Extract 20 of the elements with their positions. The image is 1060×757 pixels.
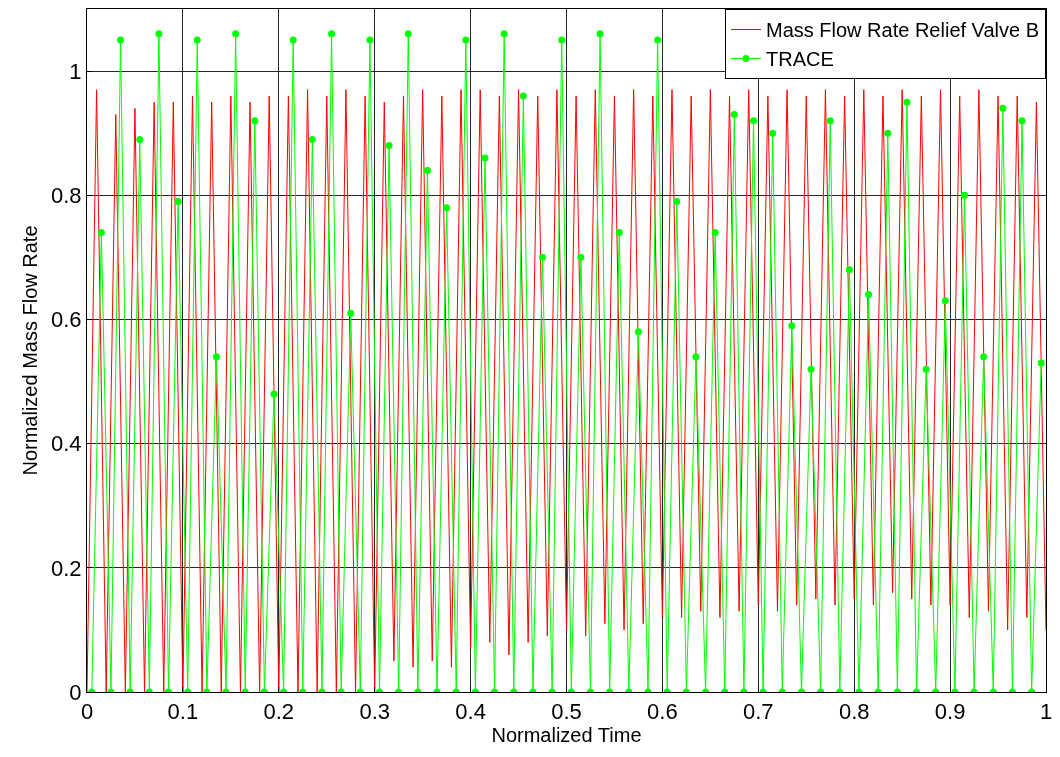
x-tick-label: 1 — [1039, 699, 1053, 725]
x-tick-label: 0.1 — [167, 699, 199, 725]
x-tick-label: 0.4 — [455, 699, 486, 725]
x-tick-label: 0.9 — [934, 699, 966, 725]
x-tick-label: 0.5 — [551, 699, 582, 725]
y-tick-label: 0.8 — [51, 182, 82, 208]
y-tick-label: 0.6 — [51, 307, 82, 333]
legend-label: TRACE — [766, 48, 834, 71]
x-axis-title: Normalized Time — [491, 724, 642, 747]
y-axis-title: Normalized Mass Flow Rate — [18, 225, 41, 476]
y-tick-label: 1 — [69, 58, 82, 84]
x-tick-label: 0.8 — [838, 699, 870, 725]
y-tick-label: 0.2 — [51, 555, 82, 581]
x-tick-label: 0.2 — [263, 699, 295, 725]
x-tick-label: 0.6 — [647, 699, 678, 725]
x-tick-label: 0.7 — [743, 699, 774, 725]
x-tick-label: 0.3 — [359, 699, 390, 725]
legend-label: Mass Flow Rate Relief Valve B — [766, 19, 1040, 42]
y-tick-label: 0 — [69, 679, 82, 705]
y-tick-label: 0.4 — [51, 431, 82, 457]
